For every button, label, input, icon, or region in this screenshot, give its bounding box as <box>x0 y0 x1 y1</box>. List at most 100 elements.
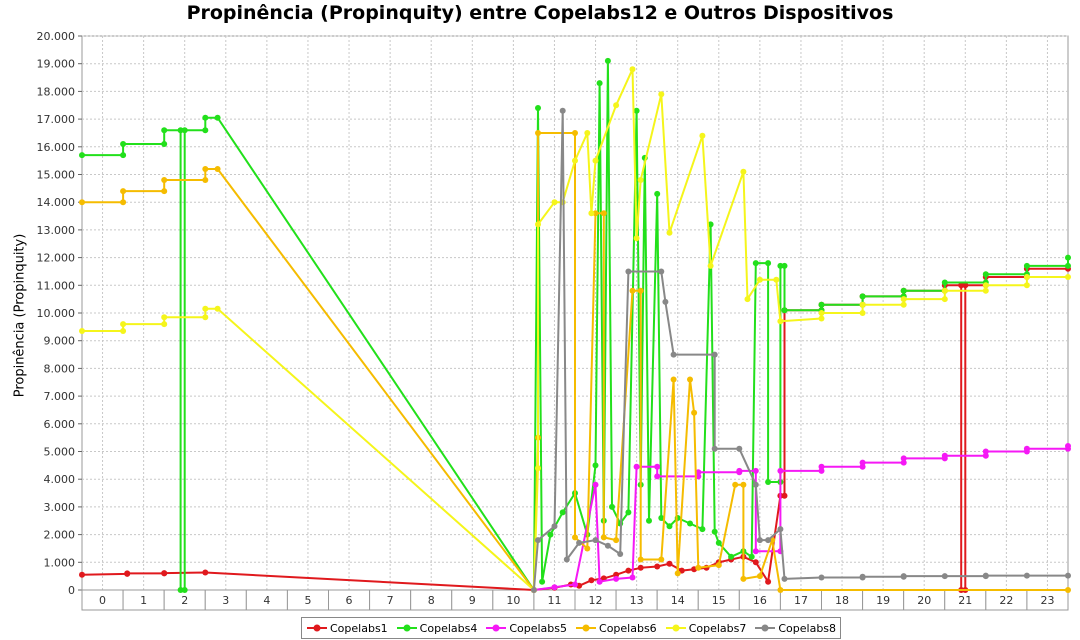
data-point <box>699 132 706 139</box>
legend-item: Copelabs4 <box>396 621 478 635</box>
data-point <box>859 463 866 470</box>
data-point <box>715 539 722 546</box>
data-point <box>588 210 595 217</box>
data-point <box>859 293 866 300</box>
x-tick-label: 12 <box>589 594 603 607</box>
data-point <box>596 80 603 87</box>
data-point <box>941 452 948 459</box>
y-tick-label: 14.000 <box>37 196 76 209</box>
data-point <box>666 229 673 236</box>
x-tick-label: 10 <box>506 594 520 607</box>
data-point <box>982 448 989 455</box>
legend-item: Copelabs5 <box>485 622 567 635</box>
data-point <box>1065 587 1071 593</box>
data-point <box>744 296 751 303</box>
legend-swatch-marker <box>492 624 500 632</box>
legend-label: Copelabs6 <box>599 621 657 635</box>
data-point <box>859 301 866 308</box>
data-point <box>765 260 772 267</box>
data-point <box>781 575 788 582</box>
legend-label: Copelabs8 <box>778 621 837 635</box>
data-point <box>637 287 644 294</box>
legend-swatch <box>486 624 507 632</box>
data-point <box>609 503 615 510</box>
data-point <box>1065 572 1071 579</box>
series-copelabs6 <box>79 130 1071 593</box>
y-tick-label: 16.000 <box>37 141 76 154</box>
data-point <box>530 587 537 593</box>
data-point <box>740 575 747 582</box>
x-tick-label: 0 <box>99 594 106 607</box>
data-point <box>214 166 221 172</box>
data-point <box>584 130 591 136</box>
data-point <box>535 130 541 136</box>
legend-item: Copelabs8 <box>754 622 836 635</box>
x-tick-label: 11 <box>547 594 561 607</box>
data-point <box>1065 443 1071 449</box>
data-point <box>539 578 546 585</box>
data-point <box>161 177 168 183</box>
data-point <box>572 157 578 164</box>
y-tick-label: 2.000 <box>44 529 76 542</box>
data-point <box>941 279 948 286</box>
data-point <box>732 481 739 488</box>
data-point <box>982 287 989 294</box>
y-tick-label: 1.000 <box>44 556 76 569</box>
data-point <box>559 509 566 516</box>
axis-layer: 0 1.000 2.000 3.000 4.000 5.000 6.000 7.000 8.00… <box>37 30 1069 611</box>
y-tick-label: 12.000 <box>37 252 76 265</box>
legend-swatch-marker <box>761 624 769 632</box>
data-point <box>576 539 583 546</box>
data-point <box>900 459 907 466</box>
data-point <box>666 523 673 530</box>
data-point <box>551 523 558 530</box>
legend-swatch <box>576 624 597 632</box>
data-point <box>613 537 620 544</box>
data-point <box>625 509 632 516</box>
data-point <box>654 190 661 197</box>
data-point <box>633 235 640 242</box>
data-point <box>670 351 677 358</box>
data-point <box>79 571 85 578</box>
data-point <box>818 315 825 322</box>
x-tick-label: 19 <box>876 594 890 607</box>
data-point <box>161 127 168 134</box>
data-point <box>1065 274 1071 280</box>
data-point <box>687 376 693 383</box>
data-point <box>559 107 566 114</box>
legend-label: Copelabs1 <box>330 621 388 635</box>
data-point <box>202 569 209 576</box>
data-point <box>982 282 989 289</box>
data-point <box>941 573 948 580</box>
legend-swatch <box>755 624 776 632</box>
data-point <box>818 301 825 308</box>
data-point <box>202 314 209 321</box>
data-point <box>941 287 948 294</box>
data-point <box>752 559 759 566</box>
data-point <box>572 130 578 136</box>
x-tick-label: 15 <box>712 594 726 607</box>
legend-label: Copelabs4 <box>419 621 478 635</box>
y-tick-label: 5.000 <box>44 446 76 459</box>
data-point <box>202 166 209 172</box>
data-point <box>982 452 989 459</box>
data-point <box>535 537 541 544</box>
data-point <box>765 479 772 485</box>
data-point <box>900 573 907 580</box>
data-point <box>777 526 784 533</box>
data-point <box>691 409 698 416</box>
x-tick-label: 6 <box>346 594 353 607</box>
data-point <box>592 481 599 488</box>
data-point <box>736 445 743 452</box>
data-point <box>900 287 907 294</box>
data-point <box>120 141 127 147</box>
data-point <box>79 328 85 334</box>
data-point <box>666 560 673 567</box>
data-point <box>958 282 965 289</box>
x-tick-label: 8 <box>428 594 435 607</box>
data-point <box>859 573 866 580</box>
y-tick-label: 18.000 <box>37 85 76 98</box>
data-point <box>161 321 168 328</box>
data-point <box>535 221 541 228</box>
